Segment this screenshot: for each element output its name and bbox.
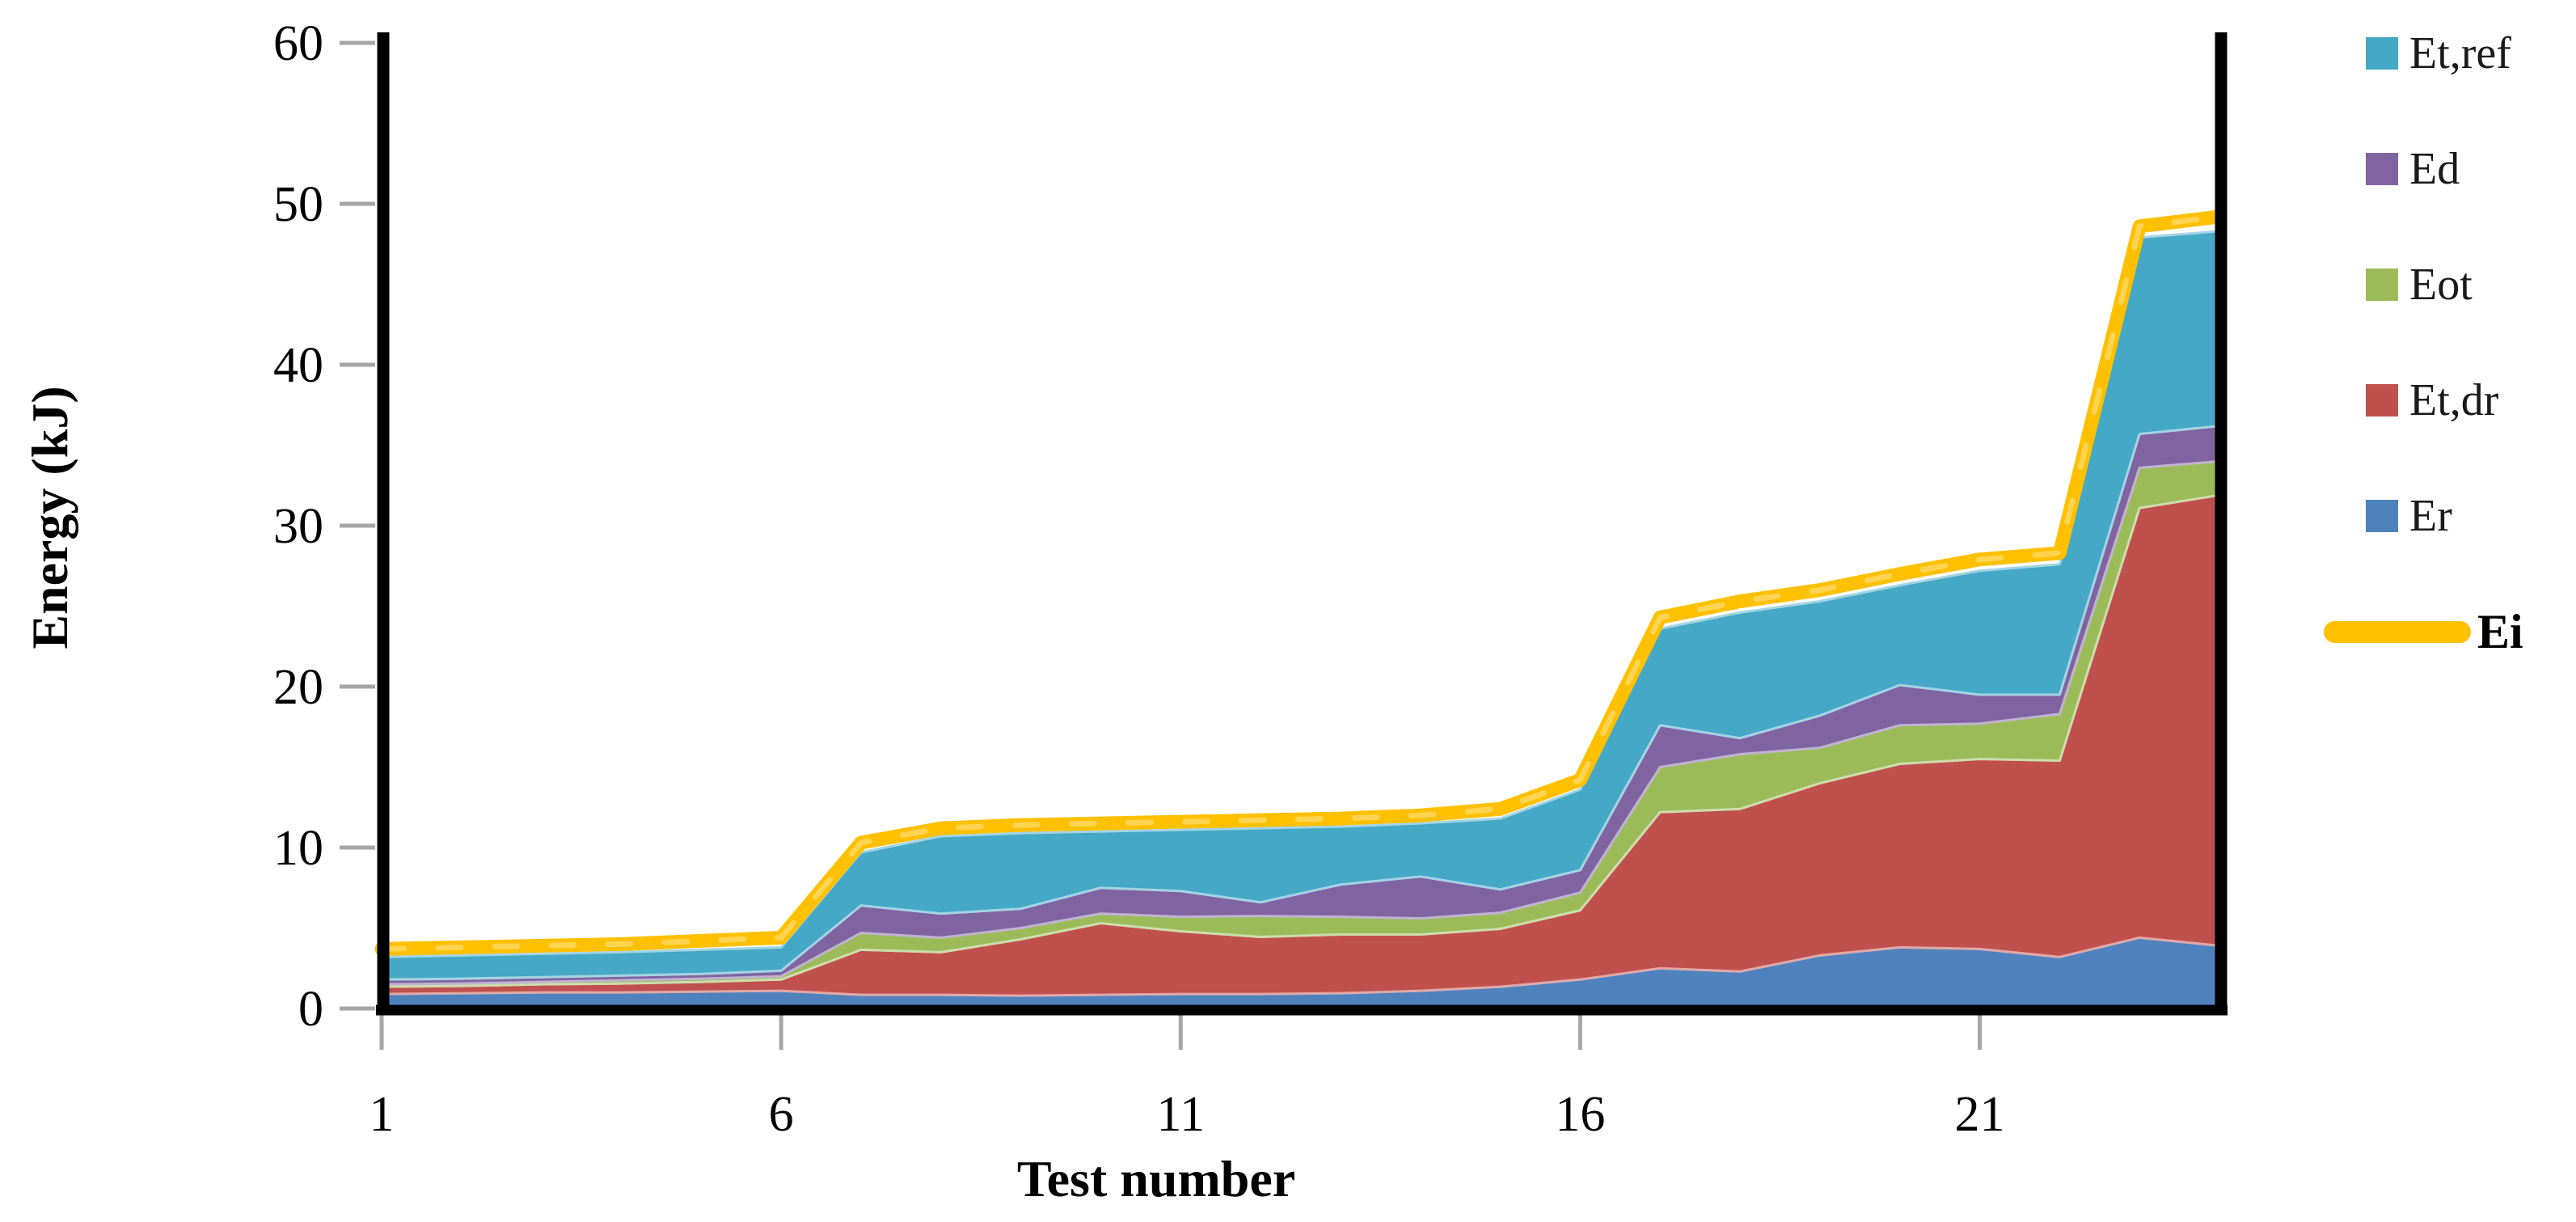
legend-label: Et,ref [2409, 28, 2511, 78]
legend-square-marker [2366, 500, 2398, 532]
y-tick-label-10: 10 [273, 821, 323, 876]
legend-square-marker [2366, 269, 2398, 301]
legend-item-ed: Ed [2366, 146, 2523, 192]
ei-total-line-highlight [378, 214, 2223, 952]
x-axis-title: Test number [1016, 1150, 1296, 1207]
legend-item-ei: Ei [2324, 607, 2523, 656]
y-tick-label-0: 0 [298, 982, 323, 1037]
legend: Et,ref Ed Eot Et,dr Er Ei [2324, 28, 2523, 656]
y-tick-label-60: 60 [273, 16, 323, 71]
legend-label: Ei [2477, 605, 2523, 658]
legend-line-marker [2324, 620, 2471, 643]
legend-item-eot: Eot [2366, 260, 2523, 310]
y-tick-label-40: 40 [273, 338, 323, 393]
legend-square-marker [2366, 153, 2398, 185]
legend-label: Ed [2409, 144, 2460, 194]
y-tick-label-50: 50 [273, 177, 323, 232]
x-tick-label-11: 11 [1156, 1087, 1205, 1142]
legend-square-marker [2366, 37, 2398, 70]
legend-label: Er [2409, 491, 2452, 541]
legend-item-etref: Et,ref [2366, 28, 2523, 78]
y-tick-label-30: 30 [273, 499, 323, 554]
y-tick-label-20: 20 [273, 660, 323, 715]
legend-item-er: Er [2366, 493, 2523, 539]
legend-item-etdr: Et,dr [2366, 375, 2523, 425]
x-tick-label-16: 16 [1555, 1087, 1605, 1142]
legend-label: Eot [2409, 260, 2473, 310]
legend-label: Et,dr [2409, 375, 2499, 425]
x-tick-label-6: 6 [769, 1087, 794, 1142]
x-tick-label-1: 1 [370, 1087, 395, 1142]
legend-square-marker [2366, 384, 2398, 416]
x-tick-label-21: 21 [1955, 1087, 2005, 1142]
y-axis-title: Energy (kJ) [21, 386, 78, 649]
